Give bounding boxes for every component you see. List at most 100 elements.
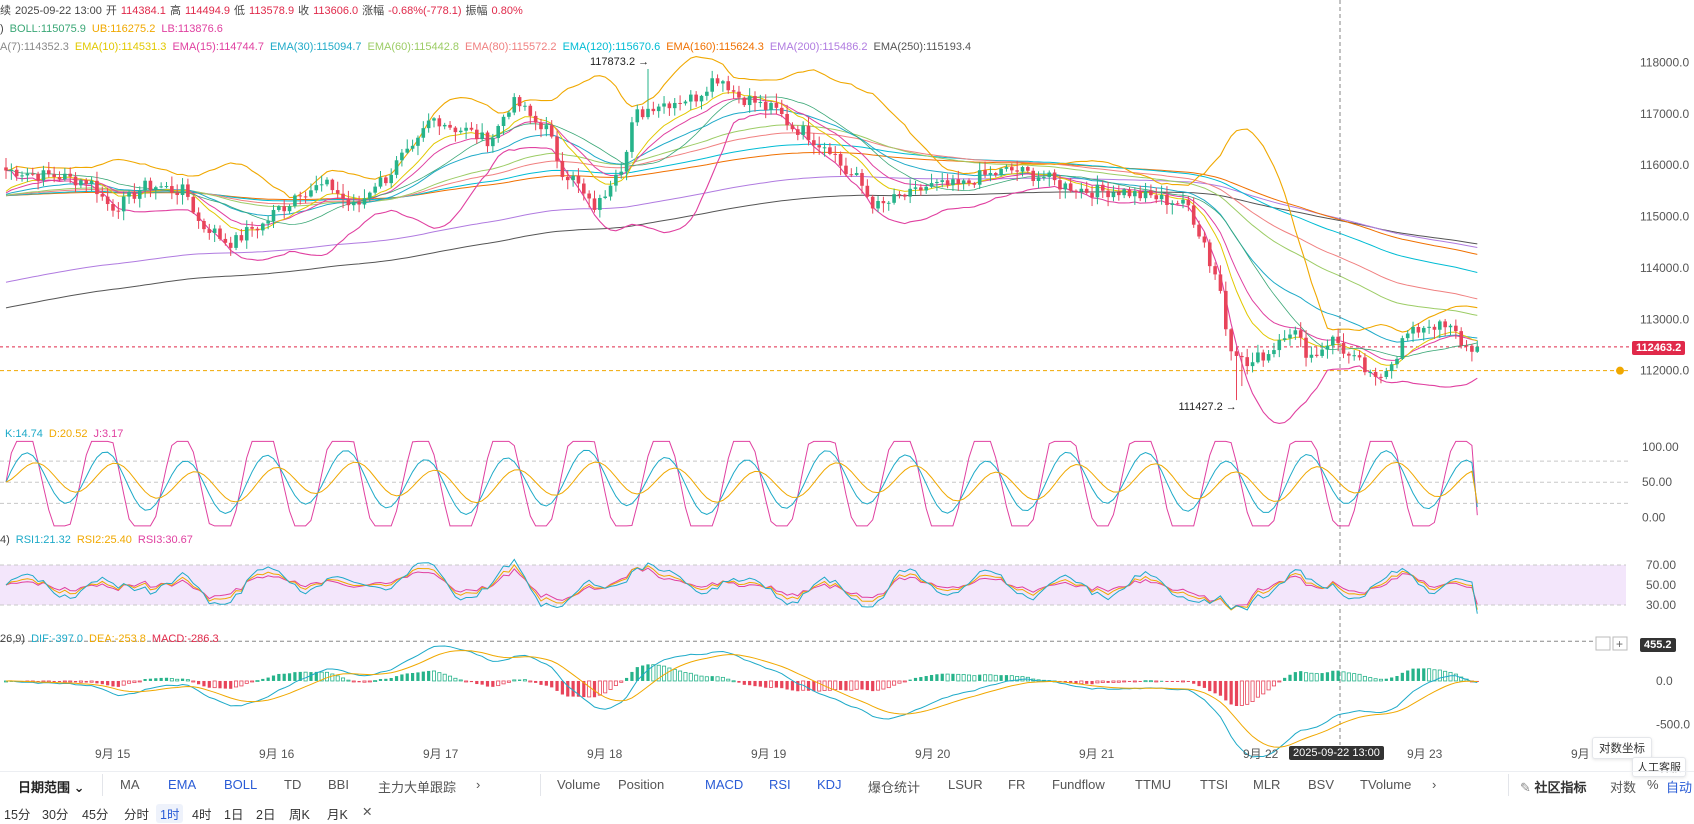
candle-body xyxy=(999,168,1003,176)
macd-histogram-bar xyxy=(849,680,854,691)
candle-body xyxy=(346,199,351,206)
boll-legend: ) BOLL:115075.9 UB:116275.2 LB:113876.6 xyxy=(0,22,229,36)
macd-histogram-bar xyxy=(218,680,222,689)
sub-indicator-2[interactable]: MACD xyxy=(705,777,744,792)
sub-indicator-12[interactable]: BSV xyxy=(1308,777,1335,792)
main-indicator-td[interactable]: TD xyxy=(284,777,302,792)
candle-body xyxy=(1090,192,1094,198)
percent-button[interactable]: % xyxy=(1647,777,1659,792)
candle-body xyxy=(1384,371,1389,377)
interval-7[interactable]: 2日 xyxy=(256,808,276,822)
community-indicator-button[interactable]: ✎ 社区指标 xyxy=(1520,777,1587,796)
sub-indicator-6[interactable]: LSUR xyxy=(948,777,983,792)
sub-indicator-13[interactable]: TVolume xyxy=(1360,777,1412,792)
candle-body xyxy=(512,97,517,113)
candle-body xyxy=(1314,354,1319,356)
legend-item: ) xyxy=(0,23,4,35)
interval-2[interactable]: 45分 xyxy=(82,808,109,822)
candle-body xyxy=(630,122,634,152)
main-indicator-ema[interactable]: EMA xyxy=(168,777,197,792)
interval-0[interactable]: 15分 xyxy=(4,808,31,822)
log-scale-tooltip[interactable]: 对数坐标 xyxy=(1592,737,1652,759)
main-indicator-boll[interactable]: BOLL xyxy=(224,777,258,792)
candle-body xyxy=(277,206,281,210)
candle-body xyxy=(1100,184,1105,191)
kdj-d-line xyxy=(5,461,1478,504)
interval-5[interactable]: 4时 xyxy=(192,808,212,822)
sub-indicator-0[interactable]: Volume xyxy=(557,777,601,792)
macd-histogram-bar xyxy=(993,674,998,682)
date-range-button[interactable]: 日期范围 ⌄ xyxy=(18,777,85,796)
candle-body xyxy=(1010,167,1014,171)
macd-histogram-bar xyxy=(1138,680,1142,682)
interval-3[interactable]: 分时 xyxy=(124,808,150,822)
candle-body xyxy=(983,170,987,175)
sub-indicator-7[interactable]: FR xyxy=(1008,777,1026,792)
candle-body xyxy=(89,180,94,185)
sub-indicator-5[interactable]: 爆仓统计 xyxy=(868,780,921,795)
legend-item: DEA:-253.8 xyxy=(89,633,146,645)
candle-body xyxy=(1336,336,1340,343)
auto-scale-button[interactable]: 自动 xyxy=(1666,780,1693,795)
rsi1-line xyxy=(5,558,1478,614)
candle-body xyxy=(988,172,993,175)
candle-body xyxy=(1165,195,1169,205)
macd-histogram-bar xyxy=(501,680,506,685)
macd-histogram-bar xyxy=(469,680,474,683)
macd-histogram-bar xyxy=(758,680,762,687)
sub-indicator-4[interactable]: KDJ xyxy=(817,777,842,792)
macd-histogram-bar xyxy=(608,680,613,690)
macd-histogram-bar xyxy=(945,673,950,682)
legend-item: 低 xyxy=(234,5,246,17)
macd-histogram-bar xyxy=(271,675,276,681)
main-indicator-主力大单跟踪[interactable]: 主力大单跟踪 xyxy=(378,780,457,795)
candle-body xyxy=(111,204,115,211)
macd-histogram-bar xyxy=(100,680,104,685)
macd-histogram-bar xyxy=(683,672,688,682)
macd-histogram-bar xyxy=(346,679,351,682)
candle-body xyxy=(769,103,773,110)
candle-body xyxy=(298,195,303,197)
log-compare-button[interactable]: 对数 xyxy=(1610,780,1637,795)
sub-indicator-10[interactable]: TTSI xyxy=(1200,777,1229,792)
kline-chart[interactable]: 118000.0 117000.0 116000.0 115000.0 114000.0… xyxy=(0,0,1694,765)
price-axis-tick: 118000.0 xyxy=(1640,56,1689,70)
sub-indicator-8[interactable]: Fundflow xyxy=(1052,777,1105,792)
main-indicator-ma[interactable]: MA xyxy=(120,777,140,792)
macd-histogram-bar xyxy=(1004,675,1009,681)
candle-body xyxy=(1448,325,1453,328)
candle-body xyxy=(79,180,83,186)
close-icon[interactable]: ✕ xyxy=(362,805,373,819)
candle-body xyxy=(1347,353,1351,356)
macd-histogram-bar xyxy=(367,680,372,683)
macd-histogram-bar xyxy=(1437,669,1442,682)
sub-indicator-3[interactable]: RSI xyxy=(769,777,791,792)
macd-histogram-bar xyxy=(908,679,912,681)
candle-body xyxy=(1272,350,1276,355)
candle-body xyxy=(234,235,238,248)
candle-body xyxy=(672,102,677,109)
candle-body xyxy=(410,145,415,149)
macd-histogram-bar xyxy=(137,680,142,683)
macd-histogram-bar xyxy=(1218,680,1223,696)
legend-item: K:14.74 xyxy=(5,428,43,440)
interval-8[interactable]: 周K xyxy=(289,808,310,822)
macd-histogram-bar xyxy=(1063,680,1067,683)
interval-4[interactable]: 1时 xyxy=(156,804,184,823)
sub-indicator-9[interactable]: TTMU xyxy=(1135,777,1172,792)
interval-1[interactable]: 30分 xyxy=(42,808,69,822)
candle-body xyxy=(196,212,201,221)
sub-more-icon[interactable]: › xyxy=(1432,777,1437,792)
main-indicator-bbi[interactable]: BBI xyxy=(328,777,349,792)
interval-9[interactable]: 月K xyxy=(327,808,348,822)
main-more-icon[interactable]: › xyxy=(476,777,481,792)
candle-body xyxy=(678,102,682,104)
macd-histogram-bar xyxy=(1229,680,1233,705)
sub-indicator-1[interactable]: Position xyxy=(618,777,665,792)
candle-body xyxy=(1036,177,1041,182)
candle-body xyxy=(335,190,340,194)
interval-6[interactable]: 1日 xyxy=(224,808,244,822)
candle-body xyxy=(608,185,613,197)
sub-indicator-11[interactable]: MLR xyxy=(1253,777,1281,792)
candle-body xyxy=(405,148,410,153)
